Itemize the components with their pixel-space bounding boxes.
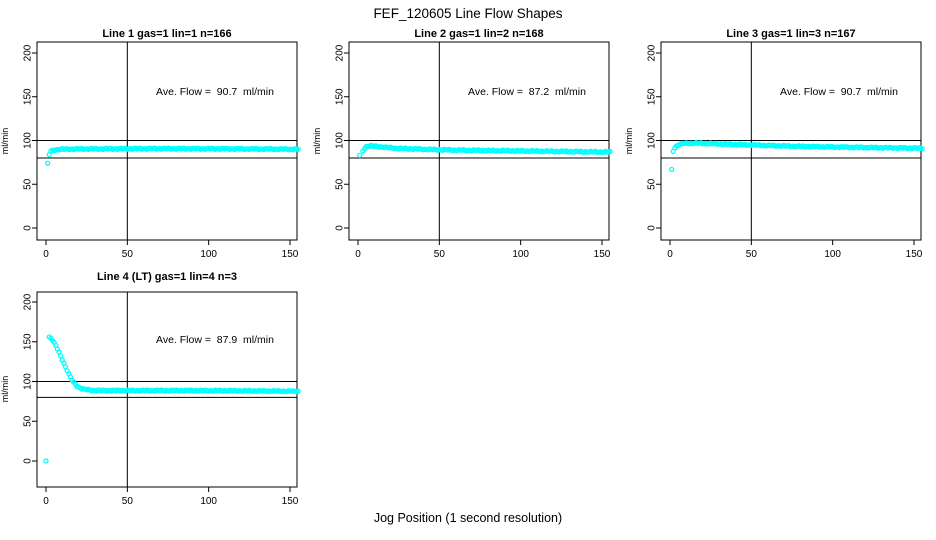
x-tick-label: 100 (200, 496, 217, 507)
x-axis-label: Jog Position (1 second resolution) (373, 511, 563, 525)
figure-title: FEF_120605 Line Flow Shapes (373, 6, 563, 21)
x-tick-label: 100 (824, 249, 841, 260)
x-tick-label: 0 (43, 496, 49, 507)
y-tick-label: 50 (335, 178, 346, 190)
panel-line-2: Line 2 gas=1 lin=2 n=168 ml/min Ave. Flo… (312, 25, 624, 268)
data-point (919, 146, 925, 152)
y-tick-label: 50 (647, 178, 658, 190)
x-tick-label: 100 (512, 249, 529, 260)
y-tick-label: 50 (23, 415, 34, 427)
x-tick-label: 0 (355, 249, 361, 260)
data-point (44, 160, 51, 166)
y-tick-label: 100 (23, 373, 34, 390)
panel-line-3: Line 3 gas=1 lin=3 n=167 ml/min Ave. Flo… (624, 25, 936, 268)
y-tick-label: 50 (23, 178, 34, 190)
data-point (607, 148, 613, 155)
data-point (57, 353, 64, 359)
y-tick-label: 200 (647, 44, 658, 61)
panel-title: Line 3 gas=1 lin=3 n=167 (726, 28, 855, 40)
x-tick-label: 0 (667, 249, 673, 260)
y-tick-label: 150 (23, 88, 34, 105)
x-tick-label: 100 (200, 249, 217, 260)
y-tick-label: 0 (647, 225, 658, 231)
ave-flow-annotation: Ave. Flow = 87.9 ml/min (156, 334, 274, 346)
y-tick-label: 150 (647, 88, 658, 105)
panel-line-4: Line 4 (LT) gas=1 lin=4 n=3 ml/min Ave. … (0, 268, 312, 528)
data-point (43, 458, 49, 464)
plot-area: 0 50 100 150 200 0 50 100 150 (23, 291, 301, 507)
y-tick-label: 0 (23, 225, 34, 231)
y-tick-label: 0 (335, 225, 346, 231)
y-axis-label: ml/min (312, 128, 322, 155)
plot-area: 0 50 100 150 200 0 50 100 150 (647, 41, 925, 260)
x-tick-label: 150 (906, 249, 923, 260)
y-tick-label: 100 (647, 132, 658, 149)
x-tick-label: 0 (43, 249, 49, 260)
panel-title: Line 1 gas=1 lin=1 n=166 (102, 28, 231, 40)
x-tick-label: 150 (282, 496, 299, 507)
ave-flow-annotation: Ave. Flow = 90.7 ml/min (780, 86, 898, 98)
y-tick-label: 150 (23, 333, 34, 350)
data-point (668, 166, 675, 173)
y-tick-label: 200 (23, 44, 34, 61)
data-point (295, 388, 301, 394)
x-tick-label: 50 (434, 249, 446, 260)
x-tick-label: 150 (594, 249, 611, 260)
y-axis-label: ml/min (0, 128, 10, 155)
x-tick-label: 50 (122, 496, 134, 507)
y-tick-label: 100 (335, 132, 346, 149)
ave-flow-annotation: Ave. Flow = 90.7 ml/min (156, 86, 274, 98)
y-axis-label: ml/min (624, 128, 634, 155)
x-tick-label: 50 (746, 249, 758, 260)
panel-title: Line 4 (LT) gas=1 lin=4 n=3 (97, 271, 237, 283)
panel-line-1: Line 1 gas=1 lin=1 n=166 ml/min Ave. Flo… (0, 25, 312, 268)
x-tick-label: 50 (122, 249, 134, 260)
panel-line-2-plot: Line 2 gas=1 lin=2 n=168 ml/min Ave. Flo… (312, 28, 613, 260)
y-tick-label: 200 (23, 293, 34, 310)
y-tick-label: 150 (335, 88, 346, 105)
y-tick-label: 0 (23, 458, 34, 464)
y-axis-label: ml/min (0, 376, 10, 403)
panel-line-4-plot: Line 4 (LT) gas=1 lin=4 n=3 ml/min Ave. … (0, 271, 301, 507)
plot-area: 0 50 100 150 200 0 50 100 150 (23, 41, 301, 260)
panel-title: Line 2 gas=1 lin=2 n=168 (414, 28, 543, 40)
plot-area: 0 50 100 150 200 0 50 100 150 (335, 41, 613, 260)
panel-line-1-plot: Line 1 gas=1 lin=1 n=166 ml/min Ave. Flo… (0, 28, 301, 260)
panel-line-3-plot: Line 3 gas=1 lin=3 n=167 ml/min Ave. Flo… (624, 28, 925, 260)
y-tick-label: 200 (335, 44, 346, 61)
data-point (295, 146, 301, 153)
x-tick-label: 150 (282, 249, 299, 260)
y-tick-label: 100 (23, 132, 34, 149)
data-point (356, 152, 363, 159)
ave-flow-annotation: Ave. Flow = 87.2 ml/min (468, 86, 586, 98)
